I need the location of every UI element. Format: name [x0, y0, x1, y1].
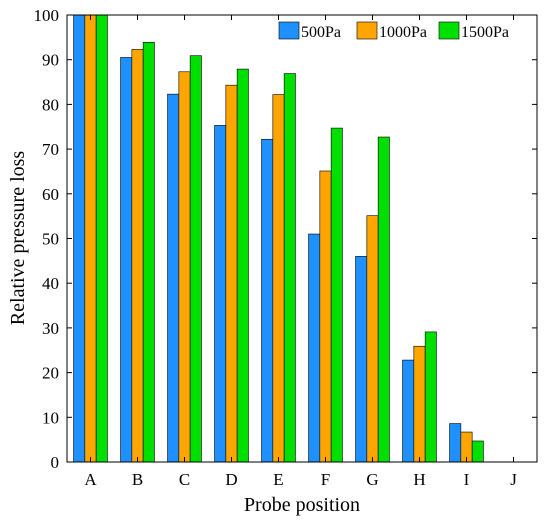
bars-group — [73, 14, 484, 463]
bar-g-500pa — [355, 256, 368, 463]
bar-c-500pa — [167, 93, 180, 463]
bar-a-1500pa — [95, 14, 108, 463]
y-tick-label: 80 — [42, 95, 59, 114]
y-tick-label: 50 — [42, 230, 59, 249]
x-tick-label-d: D — [225, 470, 237, 489]
y-tick-label: 30 — [42, 319, 59, 338]
bar-a-500pa — [73, 14, 86, 463]
x-tick-label-b: B — [132, 470, 143, 489]
bar-e-1500pa — [283, 73, 296, 463]
legend-swatch-500pa — [278, 21, 300, 40]
y-tick-label: 10 — [42, 408, 59, 427]
bar-g-1500pa — [377, 136, 390, 463]
x-tick-label-g: G — [366, 470, 378, 489]
y-tick-label: 0 — [51, 453, 60, 472]
bar-d-500pa — [214, 125, 227, 463]
bar-i-1500pa — [471, 440, 484, 463]
x-tick-label-j: J — [510, 470, 517, 489]
x-axis-title: Probe position — [244, 494, 360, 516]
legend-label-1000pa: 1000Pa — [379, 24, 427, 41]
x-tick-label-f: F — [321, 470, 330, 489]
bar-f-1000pa — [319, 170, 332, 463]
bar-c-1000pa — [178, 71, 191, 463]
y-tick-label: 60 — [42, 185, 59, 204]
bar-d-1000pa — [225, 84, 238, 463]
bar-h-500pa — [402, 359, 415, 463]
y-tick-label: 20 — [42, 364, 59, 383]
y-axis-title: Relative pressure loss — [7, 151, 29, 326]
legend: 500Pa 1000Pa 1500Pa — [278, 21, 509, 41]
bar-b-1500pa — [142, 41, 155, 463]
x-tick-label-c: C — [179, 470, 190, 489]
bar-g-1000pa — [366, 215, 379, 463]
x-tick-label-h: H — [413, 470, 425, 489]
y-axis-ticks: 0 10 20 30 40 50 60 70 80 90 100 — [34, 6, 537, 472]
bar-f-1500pa — [330, 127, 343, 463]
bar-d-1500pa — [236, 68, 249, 463]
x-axis-ticks: A B C D E F G H I J — [84, 15, 517, 489]
legend-swatch-1500pa — [438, 21, 460, 40]
y-tick-label: 40 — [42, 274, 59, 293]
bar-c-1500pa — [189, 55, 202, 463]
y-tick-label: 70 — [42, 140, 59, 159]
bar-a-1000pa — [84, 14, 97, 463]
legend-label-1500pa: 1500Pa — [461, 24, 509, 41]
bar-h-1000pa — [413, 345, 426, 463]
bar-e-1000pa — [272, 94, 285, 463]
x-tick-label-e: E — [273, 470, 283, 489]
y-tick-label: 90 — [42, 51, 59, 70]
x-tick-label-i: I — [464, 470, 470, 489]
bar-f-500pa — [308, 233, 321, 463]
bar-b-1000pa — [131, 49, 144, 463]
x-tick-label-a: A — [84, 470, 97, 489]
legend-swatch-1000pa — [356, 21, 378, 40]
y-tick-label: 100 — [34, 6, 60, 25]
bar-e-500pa — [261, 138, 274, 463]
bar-h-1500pa — [424, 331, 437, 463]
bar-i-500pa — [449, 423, 462, 463]
legend-label-500pa: 500Pa — [301, 24, 341, 41]
bar-b-500pa — [120, 57, 133, 463]
